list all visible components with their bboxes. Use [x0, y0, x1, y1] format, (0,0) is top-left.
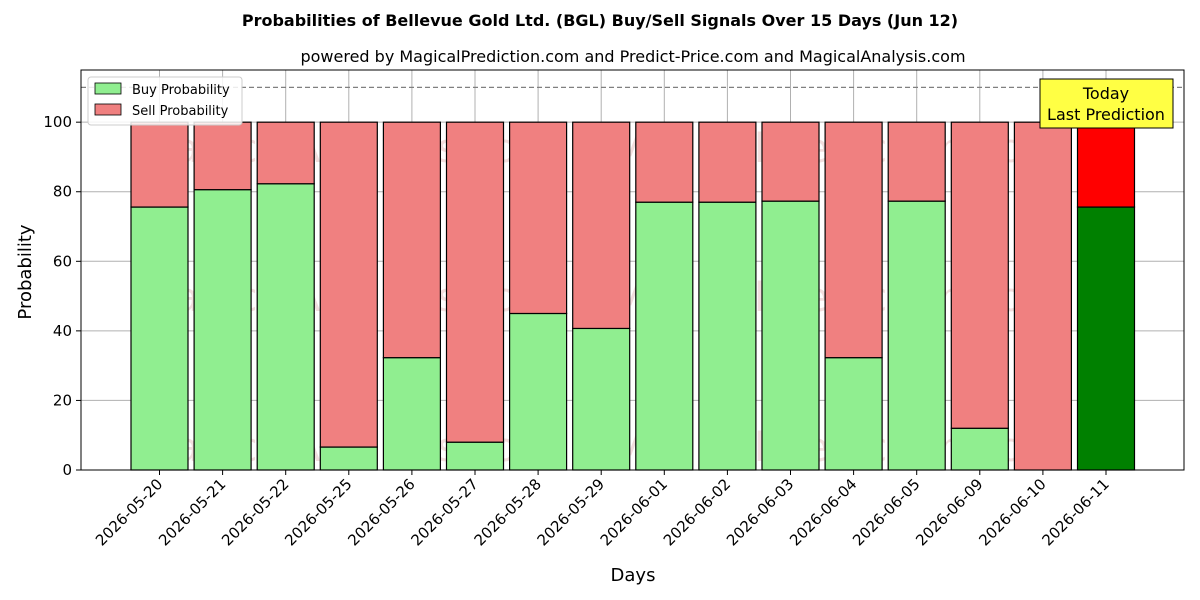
legend-swatch-buy [94, 82, 122, 95]
legend: Buy Probability Sell Probability [87, 76, 243, 126]
x-tick-label: 2026-06-04 [786, 475, 860, 549]
y-tick-label: 60 [53, 252, 72, 270]
plot-frame [80, 69, 1185, 471]
bar-buy [824, 357, 883, 471]
bar-sell [761, 121, 820, 202]
x-axis: 2026-05-202026-05-212026-05-222026-05-25… [92, 470, 1113, 549]
bar-sell [824, 121, 883, 359]
x-tick-label: 2026-05-22 [218, 475, 292, 549]
x-tick-label: 2026-06-01 [597, 475, 671, 549]
chart-subtitle: powered by MagicalPrediction.com and Pre… [300, 47, 965, 66]
bar-sell [509, 121, 568, 315]
bar-buy [698, 201, 757, 471]
x-tick-label: 2026-05-26 [344, 475, 418, 549]
annotation-line-2: Last Prediction [1047, 105, 1165, 124]
x-tick-label: 2026-05-28 [471, 475, 545, 549]
x-tick-label: 2026-05-21 [155, 475, 229, 549]
chart-title: Probabilities of Bellevue Gold Ltd. (BGL… [242, 11, 958, 30]
bar-buy [572, 327, 631, 471]
bars [130, 121, 1136, 471]
y-tick-label: 80 [53, 183, 72, 201]
bar-sell [445, 121, 505, 443]
bar-buy [635, 201, 694, 471]
x-axis-label: Days [611, 565, 656, 586]
bar-buy [256, 183, 315, 471]
x-tick-label: 2026-05-29 [534, 475, 608, 549]
bar-buy [887, 200, 946, 471]
bar-sell [130, 121, 189, 208]
bar-buy [761, 200, 820, 471]
bar-sell [1013, 121, 1073, 471]
x-tick-label: 2026-06-05 [849, 475, 923, 549]
bar-sell [635, 121, 694, 203]
bar-buy [509, 312, 568, 471]
legend-swatch-sell [94, 103, 122, 116]
x-tick-label: 2026-05-25 [281, 475, 355, 549]
bar-sell [319, 121, 378, 448]
bar-sell [572, 121, 631, 330]
x-tick-label: 2026-05-20 [92, 475, 166, 549]
y-tick-label: 100 [43, 113, 72, 131]
x-tick-label: 2026-06-02 [660, 475, 734, 549]
x-tick-label: 2026-06-03 [723, 475, 797, 549]
x-tick-label: 2026-05-27 [407, 475, 481, 549]
bar-sell [1076, 121, 1136, 208]
legend-label-buy: Buy Probability [132, 83, 230, 98]
bar-buy [193, 189, 252, 471]
y-tick-label: 40 [53, 322, 72, 340]
annotation-line-1: Today [1082, 84, 1129, 103]
bar-sell [887, 121, 946, 202]
y-tick-label: 20 [53, 391, 72, 409]
y-tick-label: 0 [62, 461, 72, 479]
legend-label-sell: Sell Probability [132, 104, 229, 119]
bar-sell [256, 121, 315, 185]
x-tick-label: 2026-06-10 [975, 475, 1049, 549]
x-tick-label: 2026-06-11 [1038, 475, 1112, 549]
today-annotation: Today Last Prediction [1039, 78, 1174, 129]
bar-sell [382, 121, 441, 359]
x-tick-label: 2026-06-09 [912, 475, 986, 549]
bar-buy [1076, 206, 1136, 471]
annotation-box [1039, 78, 1174, 129]
bar-buy [445, 441, 505, 471]
bar-sell [698, 121, 757, 203]
bar-buy [382, 357, 441, 471]
bar-buy [950, 427, 1009, 471]
bar-sell [193, 121, 252, 191]
bar-buy [130, 206, 189, 471]
y-axis-label: Probability [15, 224, 36, 319]
bar-sell [950, 121, 1009, 429]
legend-frame [87, 76, 243, 126]
bar-buy [319, 446, 378, 471]
y-axis: 0 20 40 60 80 100 [43, 113, 81, 479]
